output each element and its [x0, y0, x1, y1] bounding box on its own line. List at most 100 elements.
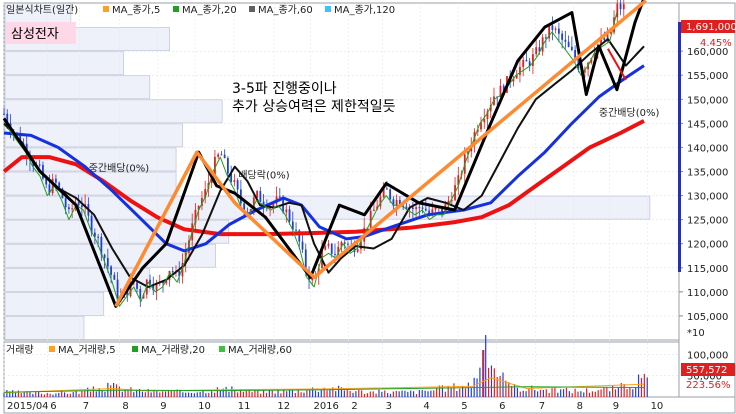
volume-bar: [61, 390, 63, 397]
volume-bar: [150, 392, 152, 397]
candle-body: [165, 280, 168, 284]
date-label-13: 6: [499, 401, 505, 412]
volume-bar: [38, 392, 40, 397]
volume-bar: [268, 389, 270, 397]
candle-body: [431, 209, 434, 215]
price-tick-label-5: 130,000: [687, 192, 728, 203]
candle-body: [480, 122, 482, 130]
legend-swatch-ma5: [103, 6, 109, 12]
candle-body: [382, 188, 385, 197]
volume-bar: [531, 385, 533, 397]
candle-body: [223, 154, 226, 159]
volume-bar: [185, 392, 187, 397]
candle-body: [80, 205, 83, 208]
volume-bar: [395, 390, 397, 397]
candle-body: [525, 59, 528, 62]
candle-body: [298, 230, 301, 242]
volume-bar: [265, 392, 268, 397]
candle-body: [411, 207, 414, 210]
candle-body: [389, 189, 392, 200]
volume-bar: [127, 389, 129, 397]
candle-body: [155, 283, 158, 291]
legend-ma5: MA_종가,5: [112, 4, 160, 16]
volume-bar: [329, 389, 331, 397]
candle-body: [483, 118, 486, 123]
volume-bar: [588, 392, 591, 397]
candle-body: [45, 178, 48, 185]
annotation-line-1: 3-5파 진행중이나: [232, 81, 337, 97]
volume-bar: [355, 391, 357, 397]
volume-bar: [312, 387, 314, 397]
volume-bar: [231, 386, 233, 397]
date-label-14: 7: [539, 401, 545, 412]
candle-body: [360, 241, 362, 250]
volume-bar: [283, 389, 285, 397]
volume-bar: [583, 392, 585, 397]
volume-bar: [257, 389, 259, 397]
candle-body: [398, 199, 401, 206]
ma-20-line: [3, 38, 645, 288]
volume-bar: [617, 387, 619, 397]
volume-bar: [516, 387, 519, 397]
volume-bar: [323, 387, 325, 397]
volume-bar: [9, 391, 11, 397]
volume-bar: [179, 389, 181, 397]
candle-body: [256, 191, 259, 198]
candle-body: [535, 47, 538, 55]
volume-bar: [89, 391, 92, 397]
candle-body: [337, 246, 340, 255]
volume-profile-band-2: [4, 51, 124, 76]
volume-bar: [612, 385, 614, 397]
candle-body: [470, 145, 473, 152]
candle-body: [570, 46, 573, 50]
volume-bar: [378, 389, 380, 397]
candle-body: [90, 215, 93, 233]
candle-body: [486, 111, 489, 119]
volume-profile-band-13: [4, 316, 85, 340]
dividend-label-2: 중간배당(0%): [599, 107, 660, 119]
candle-body: [347, 243, 349, 245]
candle-body: [434, 207, 437, 210]
candle-body: [402, 205, 405, 207]
legend-swatch-ma20: [173, 6, 179, 12]
candle-body: [262, 201, 265, 206]
candle-body: [386, 188, 388, 190]
volume-bar: [499, 375, 501, 397]
volume-profile-band-4: [4, 99, 223, 124]
candle-body: [502, 85, 505, 93]
price-axis-unit: *10: [687, 328, 705, 339]
volume-bar: [309, 389, 311, 397]
volume-bar: [436, 388, 438, 397]
volume-bar: [216, 387, 219, 397]
volume-bar: [545, 389, 547, 397]
volume-bar: [594, 391, 596, 397]
candle-body: [236, 180, 239, 190]
candle-body: [168, 270, 171, 281]
volume-bar: [23, 391, 25, 397]
candle-body: [424, 208, 427, 211]
candle-body: [285, 209, 288, 213]
candle-body: [233, 180, 236, 183]
candle-body: [116, 279, 119, 300]
candle-body: [220, 154, 223, 156]
candle-body: [181, 262, 184, 277]
volume-bar: [306, 390, 308, 397]
volume-bar: [228, 391, 230, 397]
volume-bar: [352, 392, 354, 397]
volume-ma20-line: [3, 386, 645, 393]
volume-bar-spike: [482, 350, 485, 397]
candle-body: [106, 257, 109, 267]
volume-bar: [369, 391, 371, 397]
volume-bar: [234, 389, 236, 397]
candle-body: [304, 249, 307, 271]
volume-bar: [410, 390, 412, 397]
candle-body: [97, 236, 100, 238]
stock-name: 삼성전자: [11, 27, 59, 42]
volume-bar: [52, 394, 54, 397]
volume-bar: [164, 391, 167, 397]
volume-bar: [577, 391, 579, 397]
candle-body: [415, 207, 418, 210]
candle-body: [201, 198, 203, 206]
volume-bar: [456, 390, 458, 397]
volume-bar: [237, 392, 239, 397]
